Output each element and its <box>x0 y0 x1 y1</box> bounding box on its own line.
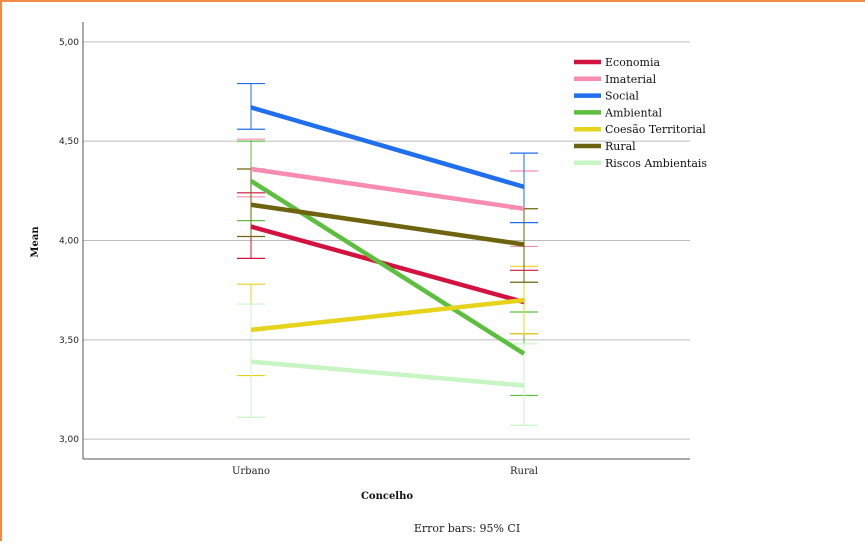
series-line <box>250 105 525 190</box>
legend-label: Ambiental <box>604 106 663 119</box>
series-line <box>250 297 525 333</box>
y-tick-label: 4,00 <box>59 237 79 247</box>
legend: Economia Imaterial Social Ambiental Coesão T… <box>574 56 707 170</box>
x-tick-labels: Urbano Rural <box>232 466 538 477</box>
series-line <box>250 359 525 388</box>
axes <box>82 22 690 460</box>
y-tick-label: 5,00 <box>59 38 79 48</box>
legend-label: Riscos Ambientais <box>605 157 707 170</box>
legend-label: Social <box>605 90 639 103</box>
series-line <box>250 202 525 247</box>
y-axis-title: Mean <box>30 226 41 258</box>
legend-label: Economia <box>605 56 660 69</box>
y-tick-label: 3,50 <box>59 336 79 346</box>
legend-label: Imaterial <box>605 73 657 86</box>
x-axis-title: Concelho <box>361 491 413 502</box>
series-line <box>250 224 525 305</box>
y-tick-label: 4,50 <box>59 137 79 147</box>
series-lines <box>249 105 526 388</box>
y-tick-label: 3,00 <box>59 435 79 445</box>
y-tick-labels: 5,00 4,50 4,00 3,50 3,00 <box>59 38 79 445</box>
legend-label: Coesão Territorial <box>605 123 706 136</box>
gridlines <box>83 41 690 440</box>
x-tick-label: Urbano <box>232 466 270 477</box>
legend-label: Rural <box>605 140 636 153</box>
error-bars-footnote: Error bars: 95% CI <box>414 522 520 535</box>
x-tick-label: Rural <box>510 466 538 477</box>
series-line <box>249 179 526 356</box>
series-line <box>250 166 525 211</box>
